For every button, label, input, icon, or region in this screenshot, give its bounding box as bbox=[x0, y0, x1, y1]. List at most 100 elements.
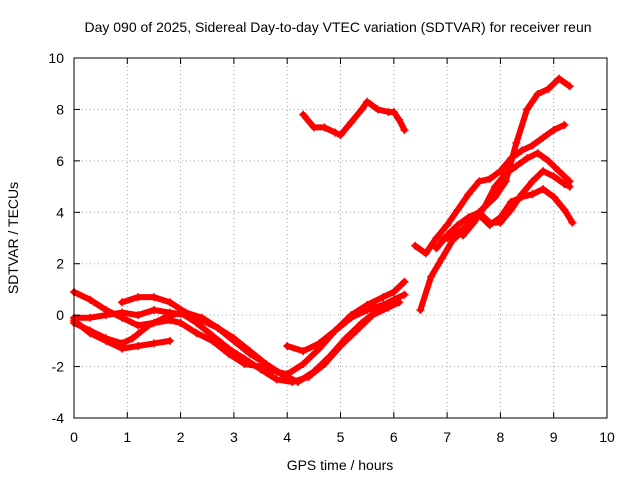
series-line bbox=[433, 168, 573, 252]
data-point bbox=[528, 177, 537, 186]
data-point bbox=[533, 149, 542, 158]
data-point bbox=[101, 336, 110, 345]
x-axis-label: GPS time / hours bbox=[287, 457, 394, 473]
data-point bbox=[480, 203, 489, 212]
x-tick-label: 4 bbox=[283, 429, 291, 445]
data-point bbox=[528, 141, 537, 150]
y-tick-label: 8 bbox=[56, 101, 64, 117]
data-point bbox=[272, 375, 281, 384]
data-point bbox=[117, 344, 126, 353]
data-point bbox=[256, 365, 265, 374]
data-point bbox=[85, 329, 94, 338]
data-point bbox=[101, 311, 110, 320]
data-point bbox=[133, 311, 142, 320]
series-track-7 bbox=[299, 97, 409, 140]
data-point bbox=[568, 218, 577, 227]
data-point bbox=[299, 360, 308, 368]
data-point bbox=[85, 313, 94, 322]
data-point bbox=[192, 329, 201, 338]
data-point bbox=[395, 298, 404, 307]
data-point bbox=[437, 254, 446, 263]
series-track-5 bbox=[117, 293, 286, 379]
data-point bbox=[320, 123, 329, 132]
data-point bbox=[523, 154, 532, 163]
data-point bbox=[517, 192, 526, 201]
data-point bbox=[427, 272, 436, 281]
data-point bbox=[443, 234, 452, 242]
data-point bbox=[176, 318, 185, 327]
data-point bbox=[459, 231, 468, 240]
data-point bbox=[485, 221, 494, 230]
data-point bbox=[453, 228, 462, 237]
data-point bbox=[565, 177, 574, 186]
data-point bbox=[320, 360, 329, 368]
series-layer bbox=[70, 74, 577, 386]
data-point bbox=[336, 131, 345, 140]
data-point bbox=[149, 339, 158, 348]
x-tick-label: 8 bbox=[497, 429, 505, 445]
x-tick-label: 7 bbox=[443, 429, 451, 445]
data-point bbox=[277, 370, 286, 379]
series-line bbox=[300, 98, 408, 139]
data-point bbox=[496, 213, 505, 222]
data-point bbox=[240, 354, 249, 363]
data-point bbox=[144, 321, 153, 330]
data-point bbox=[512, 138, 521, 147]
data-point bbox=[336, 342, 345, 350]
data-point bbox=[432, 244, 441, 253]
data-point bbox=[453, 205, 462, 214]
x-tick-label: 0 bbox=[70, 429, 78, 445]
data-point bbox=[560, 205, 569, 214]
data-point bbox=[379, 300, 388, 309]
data-point bbox=[560, 180, 569, 188]
data-point bbox=[363, 306, 372, 314]
x-tick-labels: 0 1 2 3 4 5 6 7 8 9 10 bbox=[70, 429, 615, 445]
data-point bbox=[416, 306, 425, 314]
series-line bbox=[284, 296, 397, 355]
data-point bbox=[315, 339, 324, 348]
data-point bbox=[544, 84, 553, 93]
y-tick-label: 4 bbox=[56, 204, 64, 220]
data-point bbox=[368, 311, 377, 320]
data-point bbox=[331, 326, 340, 335]
chart-title: Day 090 of 2025, Sidereal Day-to-day VTE… bbox=[84, 19, 591, 35]
series-track-12 bbox=[443, 185, 577, 242]
data-point bbox=[555, 167, 564, 176]
data-point bbox=[373, 105, 382, 114]
series-track-3 bbox=[70, 298, 404, 386]
data-point bbox=[400, 126, 409, 134]
data-point bbox=[539, 133, 548, 142]
data-point bbox=[288, 378, 297, 386]
data-point bbox=[304, 372, 313, 381]
data-point bbox=[437, 236, 446, 245]
data-point bbox=[133, 342, 142, 350]
data-point bbox=[309, 123, 318, 132]
y-tick-labels: -4 -2 0 2 4 6 8 10 bbox=[48, 50, 64, 426]
y-tick-label: -4 bbox=[52, 410, 65, 426]
data-point bbox=[261, 360, 270, 368]
data-point bbox=[208, 331, 217, 340]
data-point bbox=[331, 128, 340, 137]
data-point bbox=[501, 169, 510, 178]
data-point bbox=[496, 167, 505, 176]
data-point bbox=[133, 293, 142, 302]
series-line bbox=[71, 291, 408, 385]
data-point bbox=[517, 146, 526, 155]
y-tick-label: 2 bbox=[56, 256, 64, 272]
data-point bbox=[299, 347, 308, 356]
data-point bbox=[528, 190, 537, 199]
data-point bbox=[464, 213, 473, 222]
data-point bbox=[165, 336, 174, 345]
data-point bbox=[347, 118, 356, 127]
data-point bbox=[213, 324, 222, 332]
series-line bbox=[71, 299, 403, 385]
data-point bbox=[389, 288, 398, 296]
y-tick-label: 0 bbox=[56, 307, 64, 323]
data-point bbox=[149, 293, 158, 302]
data-point bbox=[347, 313, 356, 322]
data-point bbox=[432, 234, 441, 242]
data-point bbox=[379, 293, 388, 302]
data-point bbox=[389, 295, 398, 304]
data-point bbox=[160, 313, 169, 322]
data-point bbox=[117, 308, 126, 317]
